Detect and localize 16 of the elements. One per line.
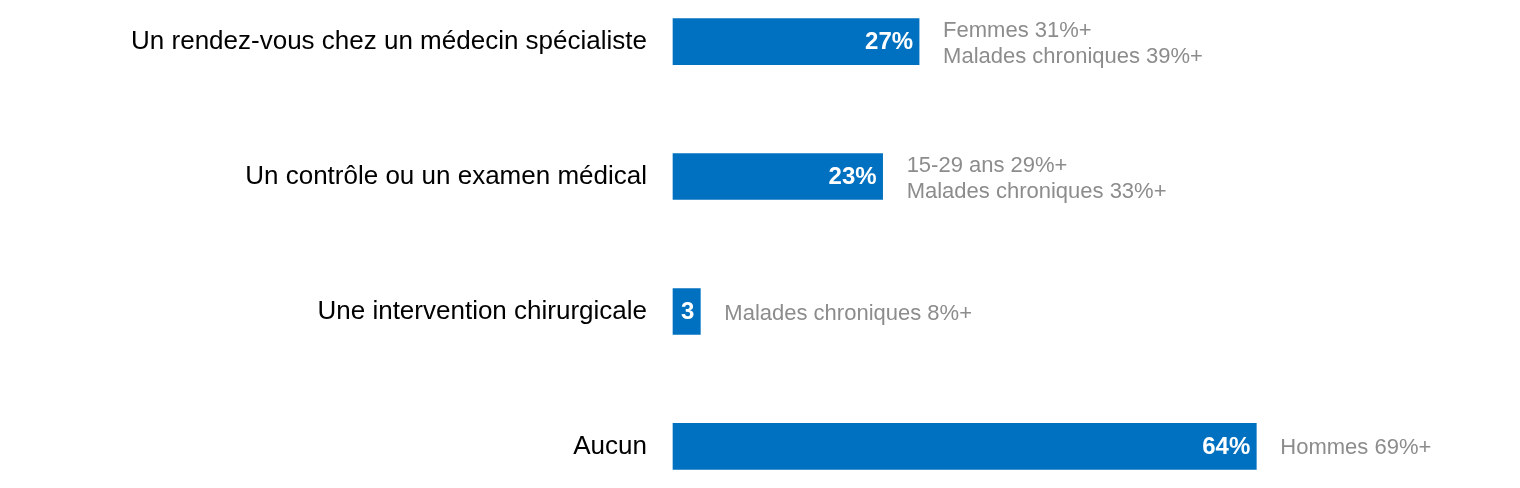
annotation: Hommes 69%+ <box>1280 434 1432 460</box>
data-label: 3 <box>680 297 695 325</box>
annotation: 15-29 ans 29%+ Malades chroniques 33%+ <box>906 151 1167 203</box>
y-tick-label: Une intervention chirurgicale <box>317 294 647 325</box>
y-tick-label: Aucun <box>573 429 647 460</box>
bar <box>672 18 920 65</box>
bar <box>672 423 1257 470</box>
data-label: 23% <box>828 162 877 190</box>
annotation: Femmes 31%+ Malades chroniques 39%+ <box>943 16 1203 68</box>
data-label: 27% <box>865 27 914 55</box>
data-label: 64% <box>1202 432 1251 460</box>
bar <box>672 153 883 200</box>
y-tick-label: Un rendez-vous chez un médecin spécialiste <box>131 24 647 55</box>
annotation: Malades chroniques 8%+ <box>724 299 972 325</box>
bar <box>672 288 701 335</box>
y-tick-label: Un contrôle ou un examen médical <box>245 159 647 190</box>
